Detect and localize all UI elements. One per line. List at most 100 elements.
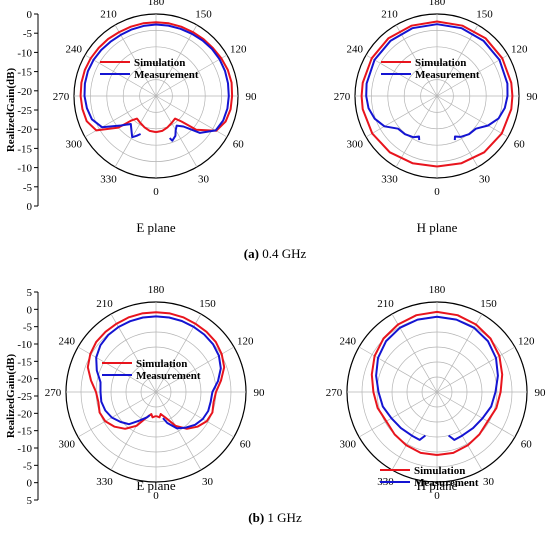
radial-tick-label: -25 xyxy=(17,391,32,403)
angle-tick-label: 90 xyxy=(527,91,539,103)
grid-spoke xyxy=(155,391,235,438)
legend-label-measurement: Measurement xyxy=(136,370,201,382)
grid-spoke xyxy=(155,391,202,471)
legend-label-measurement: Measurement xyxy=(415,69,480,81)
angle-tick-label: 60 xyxy=(514,139,526,151)
grid-spoke xyxy=(110,391,157,471)
series-line-measurement xyxy=(95,315,222,430)
grid-spoke xyxy=(114,95,157,168)
caption-a: (a) 0.4 GHz xyxy=(0,246,550,262)
caption-b: (b) 1 GHz xyxy=(0,510,550,526)
angle-tick-label: 180 xyxy=(429,284,446,296)
radial-tick-label: 5 xyxy=(27,495,33,507)
radial-tick-label: 0 xyxy=(27,478,33,490)
caption-a-text: 0.4 GHz xyxy=(262,246,307,261)
series-line-simulation xyxy=(370,310,504,456)
caption-b-tag: (b) xyxy=(248,510,265,525)
polar-panel-b-right: 0306090120150180210240270300330Simulatio… xyxy=(326,284,546,502)
angle-tick-label: 180 xyxy=(148,0,165,8)
angle-tick-label: 270 xyxy=(45,387,62,399)
angle-tick-label: 240 xyxy=(59,336,76,348)
radial-tick-label: -15 xyxy=(17,143,32,155)
angle-tick-label: 150 xyxy=(199,298,216,310)
angle-tick-label: 120 xyxy=(518,336,535,348)
caption-a-tag: (a) xyxy=(243,246,259,261)
angle-tick-label: 0 xyxy=(153,186,159,198)
radial-tick-label: -20 xyxy=(17,124,32,136)
radial-tick-label: -10 xyxy=(17,163,32,175)
legend-label-measurement: Measurement xyxy=(134,69,199,81)
angle-tick-label: 150 xyxy=(476,9,493,21)
angle-tick-label: 120 xyxy=(237,336,254,348)
radial-tick-label: -15 xyxy=(17,67,32,79)
radial-tick-label: -20 xyxy=(17,86,32,98)
radial-tick-label: -5 xyxy=(23,322,33,334)
grid-spoke xyxy=(391,391,438,471)
radial-tick-label: 0 xyxy=(27,304,33,316)
radial-tick-label: 0 xyxy=(27,9,33,21)
grid-spoke xyxy=(436,391,516,438)
angle-tick-label: 330 xyxy=(96,476,113,488)
grid-spoke xyxy=(436,95,479,168)
grid-spoke xyxy=(358,346,438,393)
radial-tick-label: -15 xyxy=(17,426,32,438)
legend-label-simulation: Simulation xyxy=(415,57,466,69)
angle-tick-label: 90 xyxy=(246,91,258,103)
angle-tick-label: 240 xyxy=(346,44,363,56)
radial-tick-label: -20 xyxy=(17,374,32,386)
angle-tick-label: 240 xyxy=(65,44,82,56)
y-axis-label: RealizedGain(dB) xyxy=(5,68,17,153)
polar-panel-a-right: 0 30 60 90 120 150 180 210 240 270 300 330 Simulatio… xyxy=(334,0,538,235)
angle-tick-label: 330 xyxy=(100,173,117,185)
angle-tick-label: 330 xyxy=(381,173,398,185)
radial-tick-label: 5 xyxy=(27,287,33,299)
angle-tick-label: 0 xyxy=(153,490,159,502)
angle-tick-label: 300 xyxy=(340,439,357,451)
angle-tick-label: 210 xyxy=(381,9,398,21)
grid-spoke xyxy=(391,313,438,393)
angle-tick-label: 90 xyxy=(535,387,547,399)
grid-spoke xyxy=(114,24,157,97)
angle-tick-label: 180 xyxy=(429,0,446,8)
angle-tick-label: 210 xyxy=(377,298,394,310)
grid-spoke xyxy=(358,391,438,438)
angle-tick-label: 30 xyxy=(479,173,491,185)
series-line-simulation xyxy=(360,20,514,168)
angle-tick-label: 60 xyxy=(240,439,252,451)
legend-label-simulation: Simulation xyxy=(414,465,465,477)
series-line-measurement xyxy=(375,315,499,441)
angle-tick-label: 90 xyxy=(254,387,266,399)
legend-label-simulation: Simulation xyxy=(136,358,187,370)
radial-tick-label: -10 xyxy=(17,339,32,351)
grid-spoke xyxy=(436,24,479,97)
grid-spoke xyxy=(436,313,483,393)
radial-tick-label: -25 xyxy=(17,105,32,117)
x-axis-label: E plane xyxy=(136,478,176,493)
caption-b-text: 1 GHz xyxy=(267,510,302,525)
grid-spoke xyxy=(155,54,228,97)
angle-tick-label: 300 xyxy=(65,139,82,151)
angle-tick-label: 270 xyxy=(326,387,343,399)
angle-tick-label: 60 xyxy=(233,139,245,151)
x-axis-label: H plane xyxy=(417,220,458,235)
radial-tick-label: -5 xyxy=(23,28,33,40)
angle-tick-label: 300 xyxy=(59,439,76,451)
legend-label-simulation: Simulation xyxy=(134,57,185,69)
angle-tick-label: 270 xyxy=(334,91,351,103)
angle-tick-label: 150 xyxy=(195,9,212,21)
radial-tick-label: 0 xyxy=(27,201,33,213)
radial-tick-label: -15 xyxy=(17,356,32,368)
series-line-simulation xyxy=(79,21,234,134)
angle-tick-label: 210 xyxy=(96,298,113,310)
angle-tick-label: 60 xyxy=(521,439,533,451)
grid-spoke xyxy=(155,24,198,97)
radial-tick-label: -20 xyxy=(17,408,32,420)
polar-panel-a-left: 0 30 60 90 120 150 180 210 240 270 300 330 0 -5 -10 -15… xyxy=(5,0,257,235)
angle-tick-label: 210 xyxy=(100,9,117,21)
grid-spoke xyxy=(436,54,509,97)
angle-tick-label: 0 xyxy=(434,490,440,502)
legend-label-measurement: Measurement xyxy=(414,477,479,489)
radial-tick-label: -5 xyxy=(23,182,33,194)
grid-spoke xyxy=(436,391,483,471)
grid-spoke xyxy=(395,95,438,168)
